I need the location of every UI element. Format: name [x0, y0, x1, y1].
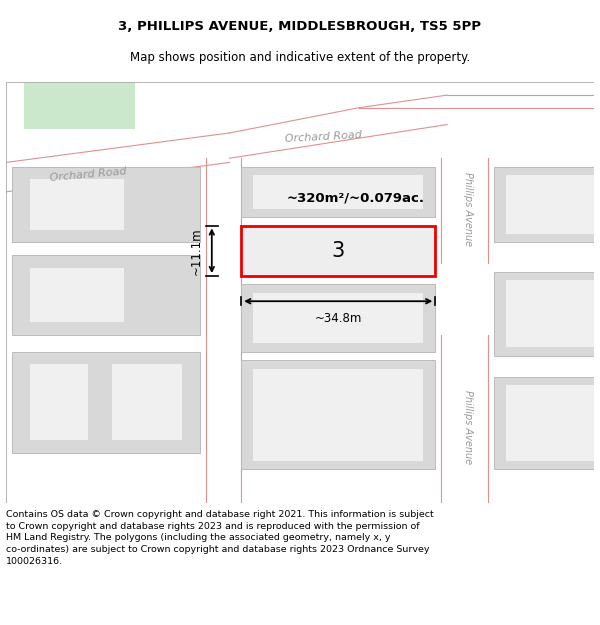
- Polygon shape: [494, 167, 594, 242]
- Polygon shape: [23, 82, 136, 129]
- Text: Map shows position and indicative extent of the property.: Map shows position and indicative extent…: [130, 51, 470, 64]
- Polygon shape: [441, 335, 488, 503]
- Polygon shape: [12, 167, 200, 242]
- Polygon shape: [6, 82, 594, 133]
- Polygon shape: [241, 226, 435, 276]
- Polygon shape: [29, 179, 124, 230]
- Polygon shape: [229, 95, 447, 158]
- Polygon shape: [506, 280, 594, 348]
- Polygon shape: [506, 175, 594, 234]
- Polygon shape: [494, 272, 594, 356]
- Polygon shape: [506, 386, 594, 461]
- Text: ~34.8m: ~34.8m: [314, 312, 362, 325]
- Text: 3: 3: [332, 241, 345, 261]
- Polygon shape: [12, 352, 200, 452]
- Polygon shape: [441, 158, 488, 263]
- Text: Orchard Road: Orchard Road: [49, 167, 127, 183]
- Polygon shape: [12, 167, 200, 242]
- Text: Phillips Avenue: Phillips Avenue: [463, 391, 473, 464]
- Polygon shape: [241, 167, 435, 217]
- Polygon shape: [112, 364, 182, 440]
- Polygon shape: [253, 369, 424, 461]
- Text: Orchard Road: Orchard Road: [285, 130, 362, 144]
- Polygon shape: [253, 175, 424, 209]
- Polygon shape: [494, 377, 594, 469]
- Polygon shape: [253, 292, 424, 343]
- Polygon shape: [212, 133, 253, 162]
- Text: ~320m²/~0.079ac.: ~320m²/~0.079ac.: [287, 191, 425, 204]
- Text: 3, PHILLIPS AVENUE, MIDDLESBROUGH, TS5 5PP: 3, PHILLIPS AVENUE, MIDDLESBROUGH, TS5 5…: [119, 20, 482, 33]
- Text: Phillips Avenue: Phillips Avenue: [463, 172, 473, 246]
- Polygon shape: [241, 360, 435, 469]
- Polygon shape: [23, 175, 188, 234]
- Polygon shape: [29, 364, 88, 440]
- Polygon shape: [12, 255, 200, 335]
- Text: Contains OS data © Crown copyright and database right 2021. This information is : Contains OS data © Crown copyright and d…: [6, 510, 434, 566]
- Polygon shape: [29, 268, 124, 322]
- Text: ~11.1m: ~11.1m: [190, 227, 203, 274]
- Polygon shape: [241, 284, 435, 352]
- Polygon shape: [6, 133, 229, 192]
- Polygon shape: [206, 158, 241, 503]
